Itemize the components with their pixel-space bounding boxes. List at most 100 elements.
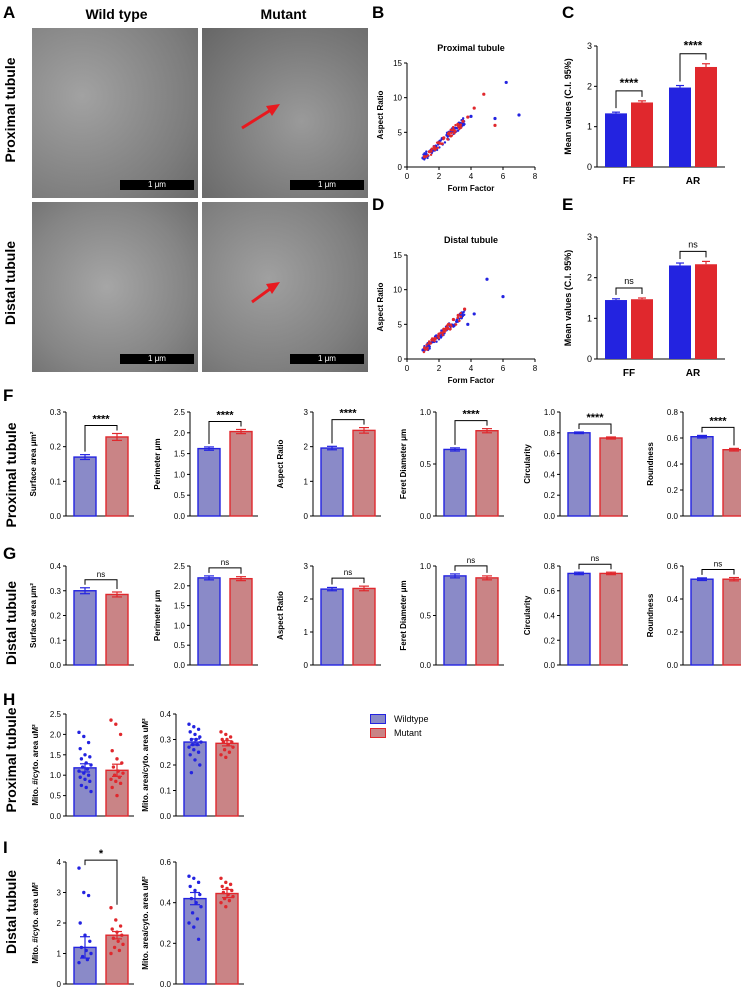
y-axis-label: Circularity — [523, 595, 532, 635]
data-point — [190, 738, 193, 741]
bar-chart-i1: 01234Mito. #/cyto. area uM²* — [31, 848, 134, 989]
bar — [321, 589, 343, 665]
data-point — [114, 780, 117, 783]
bar — [723, 450, 741, 516]
data-point — [192, 925, 195, 928]
data-point — [198, 763, 201, 766]
data-point — [82, 771, 85, 774]
y-tick-label: 4 — [57, 858, 62, 867]
significance-bracket — [85, 860, 117, 905]
data-point — [230, 889, 233, 892]
bar — [74, 457, 96, 516]
significance-label: **** — [684, 39, 703, 53]
data-point — [118, 776, 121, 779]
y-tick-label: 0.4 — [667, 595, 679, 604]
bar — [184, 899, 206, 984]
y-tick-label: 1 — [57, 950, 62, 959]
y-tick-label: 1.0 — [174, 621, 186, 630]
data-point — [190, 897, 193, 900]
data-point — [198, 893, 201, 896]
data-point — [85, 761, 88, 764]
data-point — [189, 885, 192, 888]
bar — [568, 433, 590, 516]
significance-label: ns — [221, 558, 229, 567]
scatter-point — [425, 155, 427, 157]
bar — [695, 67, 717, 167]
bar-chart-g4: 0.0 0.5 1.0 Feret Diameter μm ns — [399, 556, 504, 670]
y-tick-label: 1.0 — [50, 771, 62, 780]
scatter-point — [431, 147, 433, 149]
data-point — [197, 728, 200, 731]
y-tick-label: 15 — [393, 59, 402, 68]
data-point — [227, 743, 230, 746]
data-point — [196, 743, 199, 746]
y-tick-label: 0.0 — [544, 512, 556, 521]
data-point — [82, 891, 85, 894]
x-axis-label: Form Factor — [448, 184, 495, 193]
data-point — [225, 887, 228, 890]
y-tick-label: 0.0 — [420, 661, 432, 670]
bar — [476, 578, 498, 665]
x-tick-label: 6 — [501, 364, 506, 373]
data-point — [113, 774, 116, 777]
bar-chart-g5: 0.00.20.40.60.8Circularityns — [523, 554, 628, 670]
x-category-label: AR — [686, 176, 701, 187]
data-point — [231, 895, 234, 898]
x-category-label: FF — [623, 368, 635, 379]
scatter-point — [444, 141, 446, 143]
scatter-point — [428, 340, 430, 342]
bar — [605, 300, 627, 359]
data-point — [228, 751, 231, 754]
y-tick-label: 1.0 — [420, 562, 432, 571]
bar-chart-g2: 0.00.51.01.52.02.5Perimeter μmns — [153, 558, 258, 670]
data-point — [229, 735, 232, 738]
y-tick-label: 3 — [587, 41, 592, 51]
significance-bracket — [579, 564, 611, 569]
data-point — [187, 723, 190, 726]
x-tick-label: 0 — [405, 172, 410, 181]
scatter-point — [430, 339, 432, 341]
y-tick-label: 0.4 — [160, 899, 172, 908]
bar-chart-i2: 0.0 0.2 0.4 0.6 Mito. area/cyto. area uM² — [141, 858, 244, 989]
data-point — [89, 763, 92, 766]
data-point — [111, 927, 114, 930]
scatter-point — [454, 124, 456, 126]
y-axis-label: Perimeter μm — [153, 438, 162, 489]
data-point — [111, 749, 114, 752]
bar-chart-h1: 0.00.51.01.52.02.5Mito. #/cyto. area uM² — [31, 710, 134, 821]
y-tick-label: 0.8 — [544, 429, 556, 438]
scatter-point — [457, 126, 459, 128]
data-point — [198, 735, 201, 738]
scatter-point — [461, 120, 464, 123]
significance-label: ns — [714, 560, 722, 569]
bar-chart-f4: 0.00.51.0Feret Diameter μm**** — [399, 408, 504, 521]
scatter-point — [453, 132, 455, 134]
data-point — [195, 901, 198, 904]
data-point — [197, 881, 200, 884]
y-axis-label: Roundness — [646, 593, 655, 637]
data-point — [79, 776, 82, 779]
scatter-point — [437, 335, 439, 337]
y-tick-label: 0.4 — [544, 612, 556, 621]
y-tick-label: 0.4 — [160, 710, 172, 719]
data-point — [120, 761, 123, 764]
significance-label: **** — [339, 408, 357, 420]
scatter-point — [459, 312, 461, 314]
y-axis-label: Mean values (C.I. 95%) — [563, 58, 573, 155]
scatter-point — [448, 133, 450, 135]
data-point — [80, 784, 83, 787]
data-point — [230, 740, 233, 743]
data-point — [87, 741, 90, 744]
data-point — [86, 958, 89, 961]
data-point — [192, 877, 195, 880]
significance-label: **** — [92, 413, 110, 425]
y-tick-label: 0.2 — [544, 636, 556, 645]
y-tick-label: 1.5 — [174, 450, 186, 459]
x-tick-label: 8 — [533, 172, 538, 181]
bar — [74, 768, 96, 816]
y-tick-label: 5 — [398, 128, 403, 137]
scatter-point — [440, 332, 442, 334]
y-tick-label: 0.6 — [160, 858, 172, 867]
y-tick-label: 0.8 — [544, 562, 556, 571]
scatter-point — [423, 156, 425, 158]
